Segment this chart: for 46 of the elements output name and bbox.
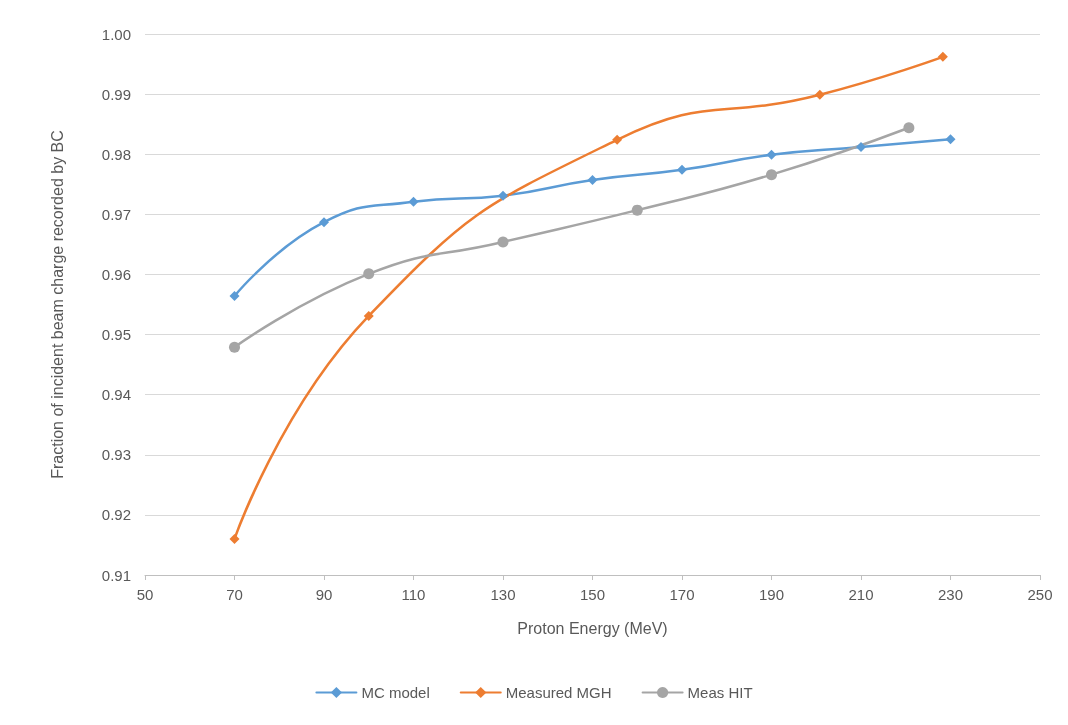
point (937, 51, 948, 62)
point (229, 341, 240, 353)
y-axis-title: Fraction of incident beam charge recorded by BC (48, 130, 66, 479)
y-tick-label: 0.95 (101, 326, 131, 344)
x-tick-label: 50 (136, 586, 154, 603)
point (497, 236, 509, 248)
y-tick-label: 0.96 (101, 265, 131, 283)
point (945, 134, 956, 145)
x-tick-label: 70 (226, 586, 243, 603)
point (903, 122, 915, 134)
point (408, 196, 419, 207)
y-tick-label: 1.00 (101, 25, 131, 43)
point (612, 134, 623, 145)
x-tick-label: 170 (669, 586, 695, 603)
x-tick-label: 210 (848, 586, 874, 603)
y-tick-label: 0.94 (101, 386, 131, 404)
x-axis-title: Proton Energy (MeV) (517, 619, 668, 637)
y-tick-label: 0.98 (101, 145, 131, 163)
x-tick-label: 150 (579, 586, 606, 603)
legend-label: MC model (361, 684, 430, 701)
x-tick-label: 250 (1027, 586, 1053, 603)
point (498, 190, 508, 201)
x-tick-label: 230 (937, 586, 964, 603)
point (229, 533, 240, 544)
point (814, 89, 825, 100)
point (363, 268, 375, 280)
y-tick-label: 0.99 (101, 85, 131, 103)
point (766, 149, 777, 160)
point (631, 204, 643, 216)
y-tick-label: 0.97 (101, 205, 131, 223)
point (677, 164, 687, 175)
point (766, 169, 777, 181)
x-tick-label: 90 (315, 586, 333, 603)
point (229, 291, 240, 302)
point (856, 142, 866, 153)
point (319, 217, 329, 228)
x-tick-label: 130 (490, 586, 516, 603)
legend-label: Meas HIT (687, 684, 753, 701)
legend-label: Measured MGH (505, 684, 612, 701)
y-tick-label: 0.93 (101, 446, 131, 464)
point (587, 175, 598, 186)
x-tick-label: 110 (401, 586, 426, 603)
y-tick-label: 0.92 (101, 506, 131, 524)
point (363, 310, 374, 321)
x-tick-label: 190 (758, 586, 785, 603)
y-tick-label: 0.91 (101, 566, 131, 584)
